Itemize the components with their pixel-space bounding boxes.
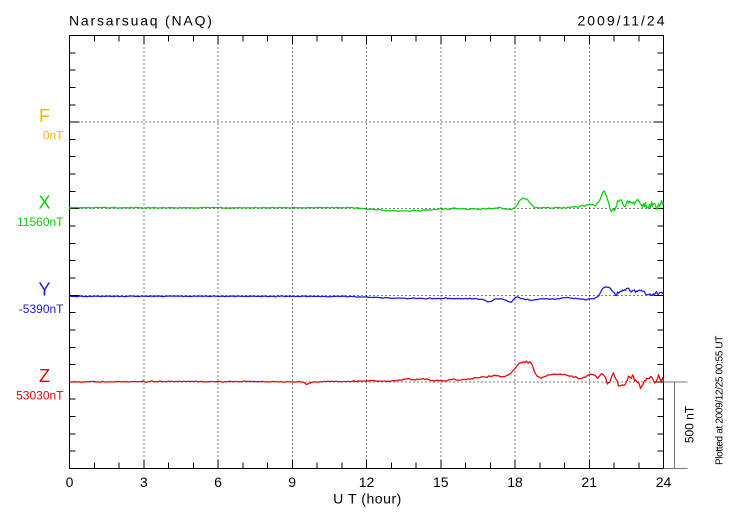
svg-text:3: 3	[140, 474, 148, 490]
svg-text:11560nT: 11560nT	[17, 215, 64, 229]
svg-text:15: 15	[433, 474, 449, 490]
svg-text:18: 18	[507, 474, 523, 490]
svg-text:9: 9	[288, 474, 296, 490]
svg-text:2009/11/24: 2009/11/24	[577, 13, 666, 29]
svg-text:24: 24	[656, 474, 672, 490]
svg-text:F: F	[39, 106, 50, 126]
svg-text:53030nT: 53030nT	[16, 388, 64, 402]
svg-text:Y: Y	[38, 279, 50, 299]
svg-text:12: 12	[359, 474, 375, 490]
svg-text:21: 21	[581, 474, 597, 490]
svg-text:0nT: 0nT	[43, 129, 64, 143]
svg-text:6: 6	[214, 474, 222, 490]
svg-text:X: X	[38, 193, 50, 213]
svg-text:Narsarsuaq (NAQ): Narsarsuaq (NAQ)	[69, 13, 214, 29]
svg-text:0: 0	[66, 474, 74, 490]
svg-text:-5390nT: -5390nT	[19, 302, 64, 316]
svg-text:U T (hour): U T (hour)	[333, 491, 402, 507]
svg-text:500 nT: 500 nT	[683, 405, 697, 443]
svg-text:Z: Z	[39, 366, 50, 386]
svg-text:Plotted at 2009/12/25 00:55 UT: Plotted at 2009/12/25 00:55 UT	[715, 336, 726, 465]
